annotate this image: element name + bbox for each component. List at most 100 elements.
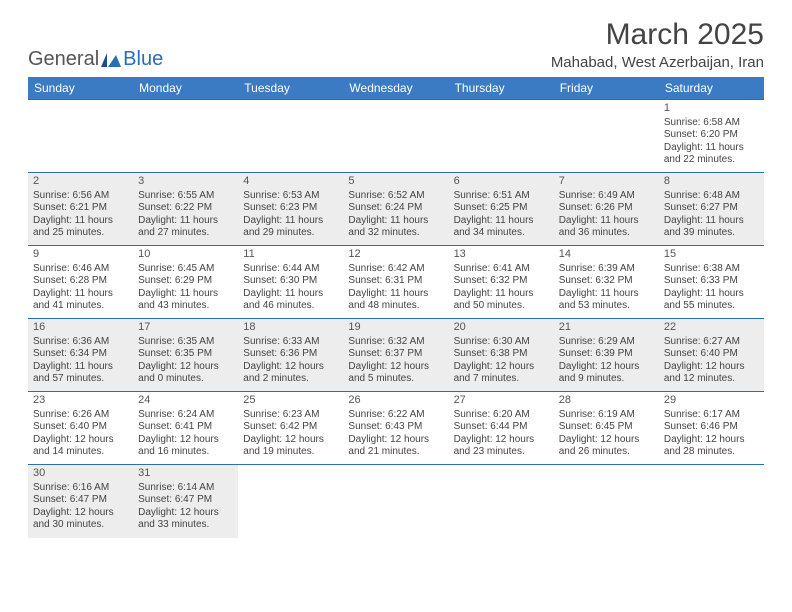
sunrise-text: Sunrise: 6:17 AM (664, 409, 759, 422)
daylight-text: Daylight: 11 hours and 46 minutes. (243, 288, 338, 313)
flag-icon (101, 53, 121, 67)
header: General Blue March 2025 Mahabad, West Az… (28, 18, 764, 71)
dayheader-friday: Friday (554, 77, 659, 100)
daylight-text: Daylight: 12 hours and 2 minutes. (243, 361, 338, 386)
calendar-cell: 8Sunrise: 6:48 AMSunset: 6:27 PMDaylight… (659, 173, 764, 246)
daylight-text: Daylight: 12 hours and 23 minutes. (454, 434, 549, 459)
sunrise-text: Sunrise: 6:23 AM (243, 409, 338, 422)
calendar-row: 16Sunrise: 6:36 AMSunset: 6:34 PMDayligh… (28, 319, 764, 392)
calendar-cell: 25Sunrise: 6:23 AMSunset: 6:42 PMDayligh… (238, 392, 343, 465)
logo-text-general: General (28, 48, 99, 71)
calendar-cell: 27Sunrise: 6:20 AMSunset: 6:44 PMDayligh… (449, 392, 554, 465)
sunset-text: Sunset: 6:32 PM (559, 275, 654, 288)
day-number: 28 (559, 394, 654, 408)
day-number: 31 (138, 467, 233, 481)
sunrise-text: Sunrise: 6:20 AM (454, 409, 549, 422)
daylight-text: Daylight: 11 hours and 48 minutes. (348, 288, 443, 313)
day-number: 10 (138, 248, 233, 262)
sunrise-text: Sunrise: 6:30 AM (454, 336, 549, 349)
calendar-cell: 29Sunrise: 6:17 AMSunset: 6:46 PMDayligh… (659, 392, 764, 465)
calendar-row: 2Sunrise: 6:56 AMSunset: 6:21 PMDaylight… (28, 173, 764, 246)
calendar-cell (238, 465, 343, 538)
daylight-text: Daylight: 11 hours and 36 minutes. (559, 215, 654, 240)
calendar-cell: 11Sunrise: 6:44 AMSunset: 6:30 PMDayligh… (238, 246, 343, 319)
day-number: 22 (664, 321, 759, 335)
calendar-row: 23Sunrise: 6:26 AMSunset: 6:40 PMDayligh… (28, 392, 764, 465)
sunrise-text: Sunrise: 6:36 AM (33, 336, 128, 349)
sunset-text: Sunset: 6:41 PM (138, 421, 233, 434)
sunset-text: Sunset: 6:38 PM (454, 348, 549, 361)
calendar-cell: 3Sunrise: 6:55 AMSunset: 6:22 PMDaylight… (133, 173, 238, 246)
sunrise-text: Sunrise: 6:45 AM (138, 263, 233, 276)
daylight-text: Daylight: 11 hours and 32 minutes. (348, 215, 443, 240)
day-number: 25 (243, 394, 338, 408)
sunset-text: Sunset: 6:36 PM (243, 348, 338, 361)
day-number: 8 (664, 175, 759, 189)
sunrise-text: Sunrise: 6:52 AM (348, 190, 443, 203)
day-header-row: Sunday Monday Tuesday Wednesday Thursday… (28, 77, 764, 100)
calendar-cell: 12Sunrise: 6:42 AMSunset: 6:31 PMDayligh… (343, 246, 448, 319)
calendar-cell: 7Sunrise: 6:49 AMSunset: 6:26 PMDaylight… (554, 173, 659, 246)
daylight-text: Daylight: 11 hours and 22 minutes. (664, 142, 759, 167)
day-number: 5 (348, 175, 443, 189)
sunset-text: Sunset: 6:22 PM (138, 202, 233, 215)
sunrise-text: Sunrise: 6:16 AM (33, 482, 128, 495)
sunrise-text: Sunrise: 6:39 AM (559, 263, 654, 276)
daylight-text: Daylight: 11 hours and 57 minutes. (33, 361, 128, 386)
calendar-cell (28, 100, 133, 173)
day-number: 6 (454, 175, 549, 189)
daylight-text: Daylight: 12 hours and 30 minutes. (33, 507, 128, 532)
daylight-text: Daylight: 12 hours and 7 minutes. (454, 361, 549, 386)
sunrise-text: Sunrise: 6:33 AM (243, 336, 338, 349)
daylight-text: Daylight: 11 hours and 55 minutes. (664, 288, 759, 313)
daylight-text: Daylight: 12 hours and 28 minutes. (664, 434, 759, 459)
dayheader-wednesday: Wednesday (343, 77, 448, 100)
sunset-text: Sunset: 6:27 PM (664, 202, 759, 215)
day-number: 11 (243, 248, 338, 262)
sunrise-text: Sunrise: 6:26 AM (33, 409, 128, 422)
calendar-cell (238, 100, 343, 173)
sunset-text: Sunset: 6:40 PM (33, 421, 128, 434)
day-number: 7 (559, 175, 654, 189)
calendar-cell: 20Sunrise: 6:30 AMSunset: 6:38 PMDayligh… (449, 319, 554, 392)
day-number: 20 (454, 321, 549, 335)
sunrise-text: Sunrise: 6:22 AM (348, 409, 443, 422)
calendar-cell: 9Sunrise: 6:46 AMSunset: 6:28 PMDaylight… (28, 246, 133, 319)
day-number: 16 (33, 321, 128, 335)
daylight-text: Daylight: 12 hours and 9 minutes. (559, 361, 654, 386)
calendar-cell: 19Sunrise: 6:32 AMSunset: 6:37 PMDayligh… (343, 319, 448, 392)
calendar-cell (343, 465, 448, 538)
sunset-text: Sunset: 6:20 PM (664, 129, 759, 142)
daylight-text: Daylight: 11 hours and 50 minutes. (454, 288, 549, 313)
day-number: 13 (454, 248, 549, 262)
sunset-text: Sunset: 6:39 PM (559, 348, 654, 361)
dayheader-sunday: Sunday (28, 77, 133, 100)
day-number: 2 (33, 175, 128, 189)
daylight-text: Daylight: 12 hours and 16 minutes. (138, 434, 233, 459)
calendar-row: 9Sunrise: 6:46 AMSunset: 6:28 PMDaylight… (28, 246, 764, 319)
calendar-cell: 26Sunrise: 6:22 AMSunset: 6:43 PMDayligh… (343, 392, 448, 465)
calendar-cell: 23Sunrise: 6:26 AMSunset: 6:40 PMDayligh… (28, 392, 133, 465)
calendar-cell: 17Sunrise: 6:35 AMSunset: 6:35 PMDayligh… (133, 319, 238, 392)
day-number: 9 (33, 248, 128, 262)
calendar-cell: 28Sunrise: 6:19 AMSunset: 6:45 PMDayligh… (554, 392, 659, 465)
sunrise-text: Sunrise: 6:44 AM (243, 263, 338, 276)
calendar-cell: 31Sunrise: 6:14 AMSunset: 6:47 PMDayligh… (133, 465, 238, 538)
sunset-text: Sunset: 6:47 PM (138, 494, 233, 507)
day-number: 26 (348, 394, 443, 408)
sunrise-text: Sunrise: 6:32 AM (348, 336, 443, 349)
dayheader-thursday: Thursday (449, 77, 554, 100)
daylight-text: Daylight: 12 hours and 19 minutes. (243, 434, 338, 459)
day-number: 1 (664, 102, 759, 116)
sunrise-text: Sunrise: 6:55 AM (138, 190, 233, 203)
calendar-cell: 14Sunrise: 6:39 AMSunset: 6:32 PMDayligh… (554, 246, 659, 319)
sunrise-text: Sunrise: 6:49 AM (559, 190, 654, 203)
calendar-cell (449, 100, 554, 173)
sunset-text: Sunset: 6:45 PM (559, 421, 654, 434)
calendar-cell (659, 465, 764, 538)
daylight-text: Daylight: 11 hours and 43 minutes. (138, 288, 233, 313)
day-number: 12 (348, 248, 443, 262)
daylight-text: Daylight: 12 hours and 33 minutes. (138, 507, 233, 532)
sunset-text: Sunset: 6:35 PM (138, 348, 233, 361)
daylight-text: Daylight: 11 hours and 53 minutes. (559, 288, 654, 313)
